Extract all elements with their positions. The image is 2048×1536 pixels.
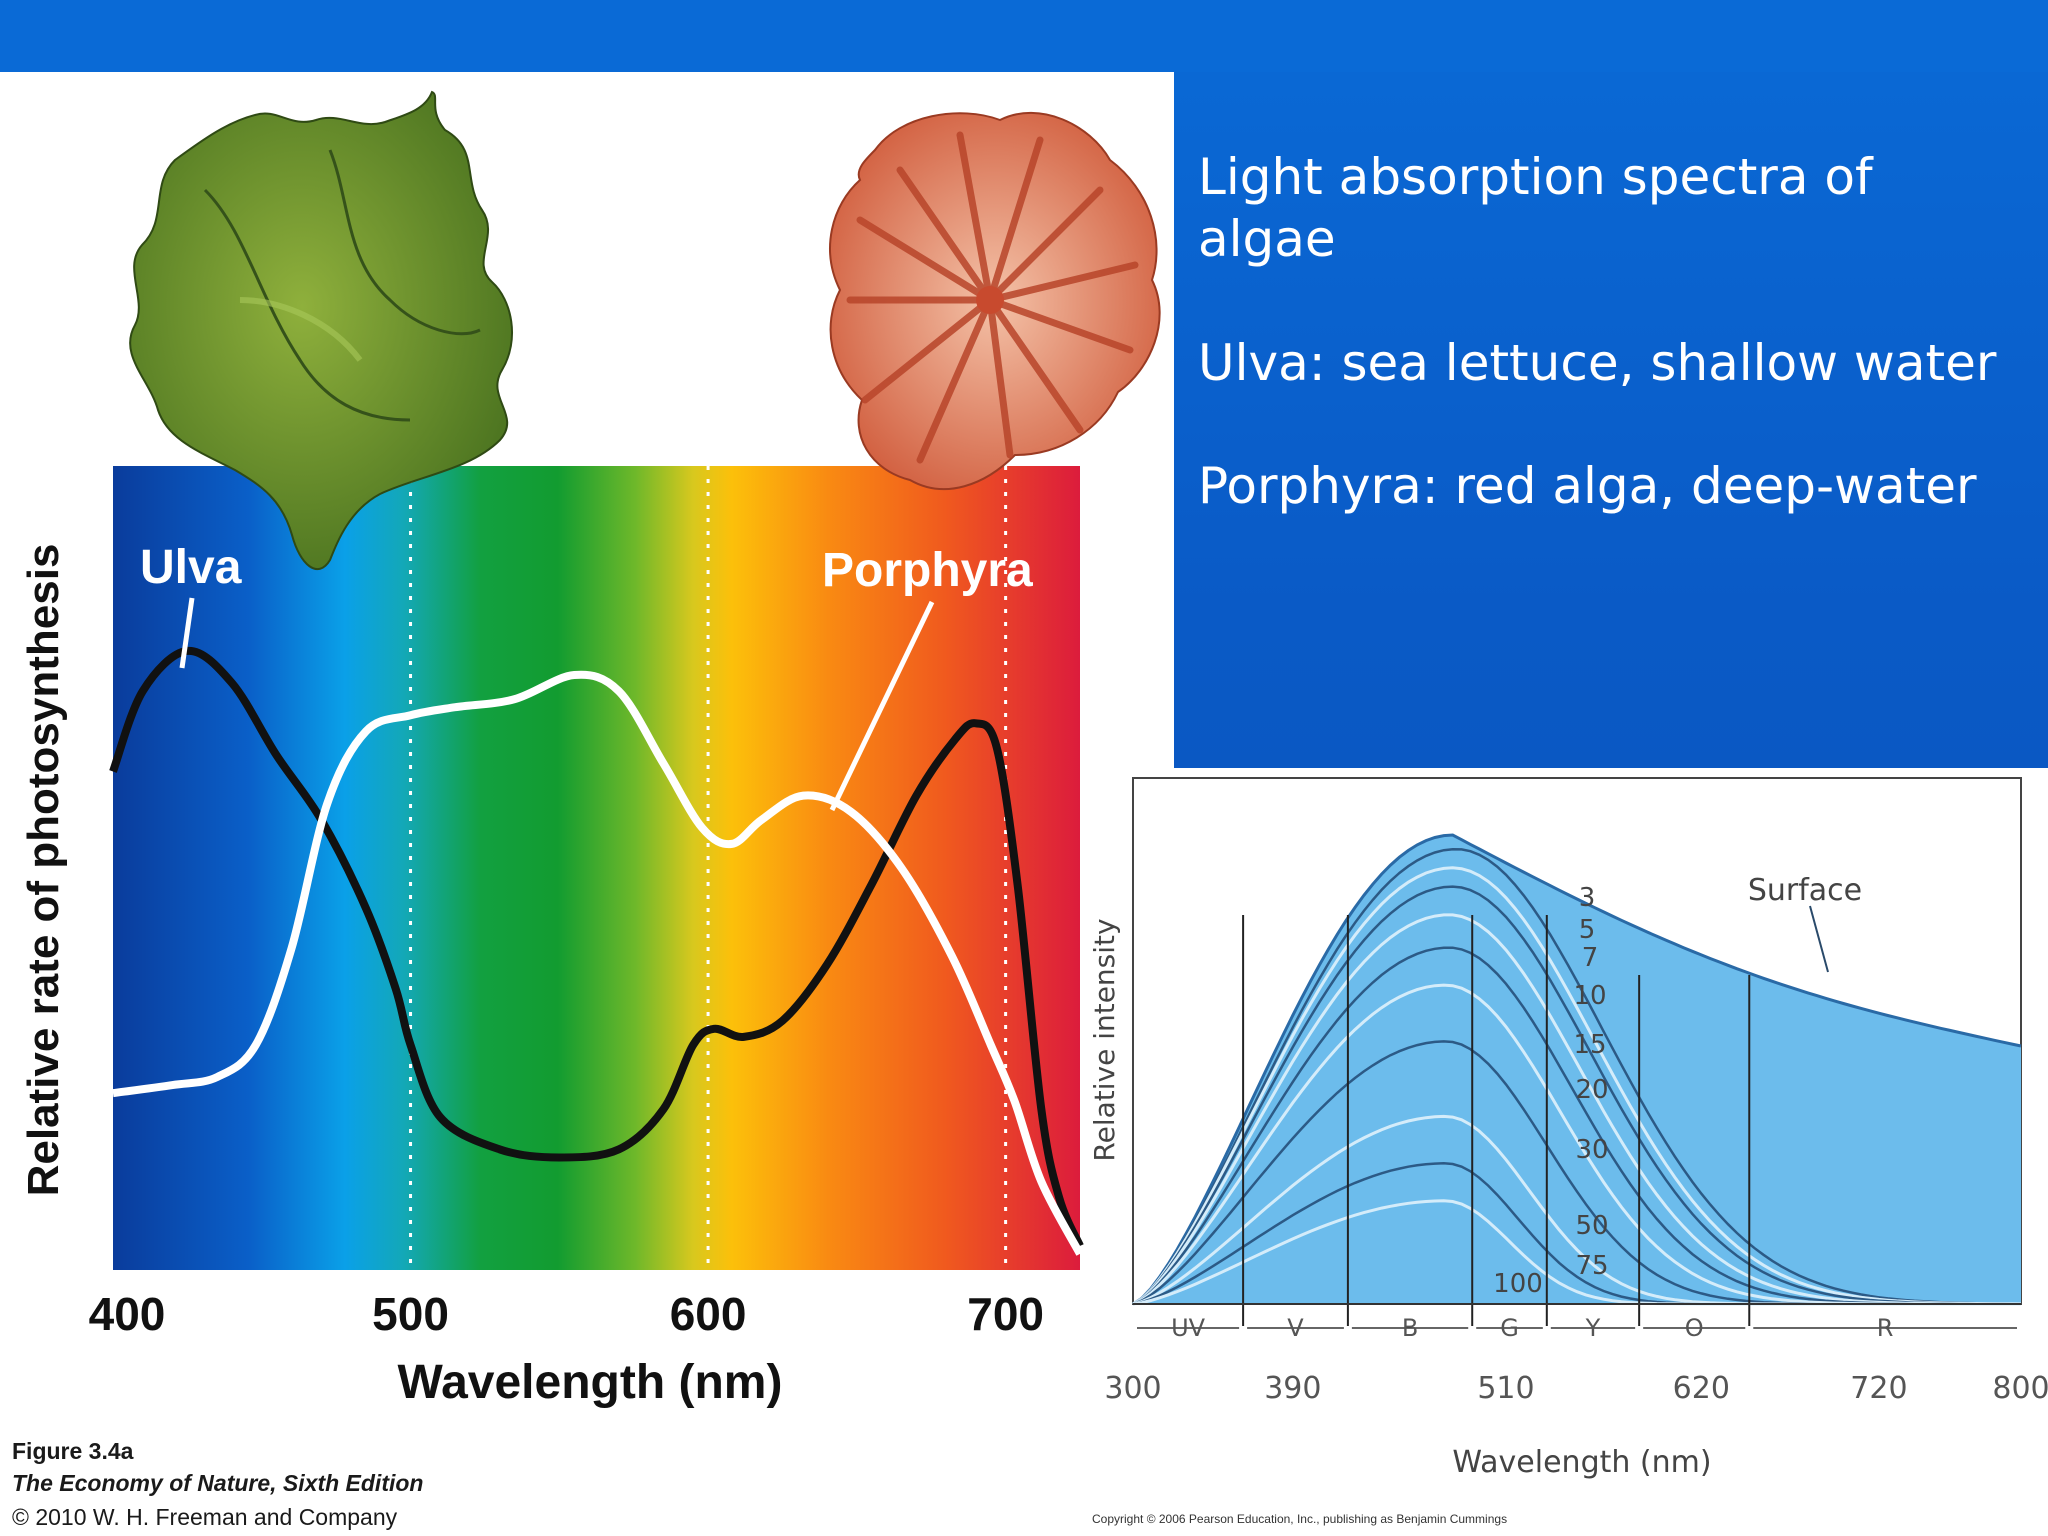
- band-label: R: [1877, 1314, 1894, 1342]
- depth-curve: [1132, 885, 2021, 1306]
- ulva-illustration: [129, 90, 513, 571]
- spectrum-background: [113, 466, 1080, 1270]
- band-label: V: [1287, 1314, 1304, 1342]
- depth-label: 75: [1575, 1251, 1608, 1281]
- porphyra-description: Porphyra: red alga, deep-water: [1198, 457, 1977, 515]
- series-line-porphyra: [112, 670, 1084, 1256]
- x-tick-label: 800: [1992, 1371, 2048, 1406]
- figure-book: The Economy of Nature, Sixth Edition: [12, 1470, 424, 1496]
- depth-label: 15: [1573, 1030, 1606, 1060]
- surface-label: Surface: [1748, 873, 1862, 908]
- y-axis-label: Relative rate of photosynthesis: [19, 544, 68, 1197]
- x-axis-label: Wavelength (nm): [398, 1356, 783, 1409]
- depth-curve: [1132, 866, 2022, 1306]
- slide-top-bar: [0, 0, 2048, 72]
- x-axis-label: Wavelength (nm): [1452, 1445, 1711, 1480]
- porphyra-leader-line: [829, 600, 935, 812]
- series-line-ulva: [109, 646, 1084, 1248]
- x-tick-label: 500: [372, 1288, 449, 1340]
- slide-title: Light absorption spectra of algae: [1198, 148, 1873, 268]
- band-label: Y: [1585, 1314, 1601, 1342]
- x-tick-label: 700: [967, 1288, 1044, 1340]
- y-axis-label: Relative intensity: [1088, 918, 1121, 1161]
- band-label: UV: [1171, 1314, 1206, 1342]
- series-label: Porphyra: [822, 544, 1033, 597]
- depth-curve: [1132, 847, 2022, 1306]
- depth-label: 30: [1575, 1135, 1608, 1165]
- ulva-description: Ulva: sea lettuce, shallow water: [1198, 334, 1997, 392]
- depth-label: 7: [1582, 943, 1599, 973]
- figure-label: Figure 3.4a: [12, 1438, 134, 1464]
- x-tick-label: 600: [670, 1288, 747, 1340]
- x-tick-label: 300: [1104, 1371, 1161, 1406]
- band-label: G: [1500, 1314, 1519, 1342]
- ulva-leader-line: [179, 597, 195, 669]
- depth-label: 3: [1579, 883, 1596, 913]
- porphyra-illustration: [829, 111, 1161, 491]
- band-label: B: [1402, 1314, 1418, 1342]
- surface-leader-line: [1809, 905, 1829, 973]
- right-figure-copyright: Copyright © 2006 Pearson Education, Inc.…: [1092, 1512, 1508, 1526]
- x-tick-label: 620: [1673, 1371, 1730, 1406]
- depth-label: 5: [1579, 915, 1596, 945]
- x-tick-label: 510: [1477, 1371, 1534, 1406]
- x-tick-label: 720: [1850, 1371, 1907, 1406]
- x-tick-label: 400: [89, 1288, 166, 1340]
- series-label: Ulva: [140, 541, 242, 594]
- surface-curve: [1132, 833, 2022, 1306]
- depth-label: 20: [1575, 1075, 1608, 1105]
- depth-label: 50: [1575, 1211, 1608, 1241]
- x-tick-label: 390: [1264, 1371, 1321, 1406]
- depth-label: 10: [1573, 981, 1606, 1011]
- depth-label: 100: [1493, 1269, 1543, 1299]
- figure-copyright: © 2010 W. H. Freeman and Company: [12, 1504, 398, 1530]
- band-label: O: [1685, 1314, 1704, 1342]
